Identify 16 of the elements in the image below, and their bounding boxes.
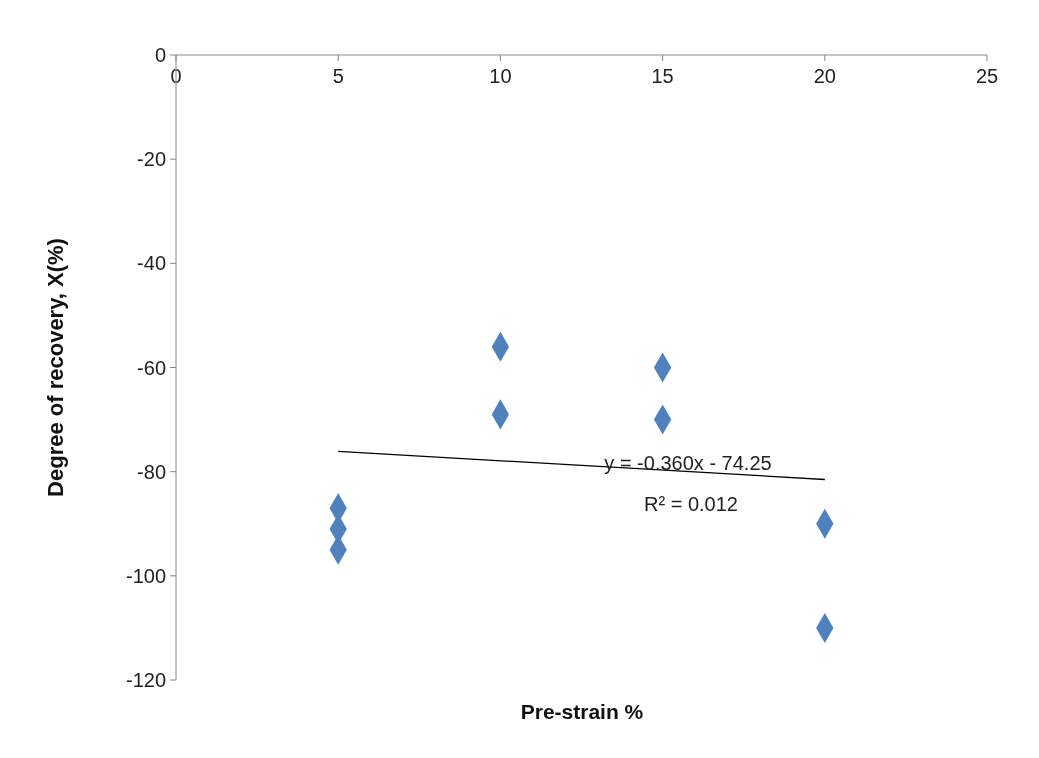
x-tick-label: 0 [170,65,182,87]
y-tick-label: -40 [137,252,166,275]
x-tick-label: 5 [332,65,344,87]
y-axis-title: Degree of recovery, X(%) [43,238,68,497]
y-tick-label: -120 [125,669,166,691]
x-tick-label: 10 [489,65,512,87]
x-tick-label: 20 [813,65,836,87]
x-axis-title: Pre-strain % [520,700,644,723]
x-tick-label: 25 [975,65,999,87]
x-tick-label: 15 [651,65,674,87]
annotation: R² = 0.012 [644,493,738,515]
y-tick-label: 0 [154,44,166,66]
y-tick-label: -60 [137,356,166,379]
y-tick-label: -80 [137,460,166,483]
y-tick-label: -100 [125,564,166,587]
y-tick-label: -20 [137,148,166,171]
